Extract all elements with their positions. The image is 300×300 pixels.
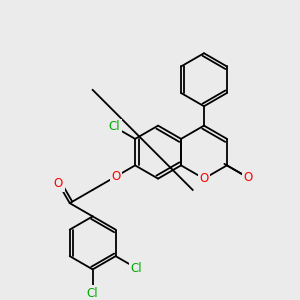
Text: Cl: Cl bbox=[109, 121, 120, 134]
Text: Cl: Cl bbox=[87, 287, 98, 300]
Text: O: O bbox=[54, 177, 63, 190]
Text: O: O bbox=[243, 171, 252, 184]
Text: Cl: Cl bbox=[130, 262, 142, 275]
Text: O: O bbox=[200, 172, 208, 185]
Text: O: O bbox=[111, 170, 120, 183]
